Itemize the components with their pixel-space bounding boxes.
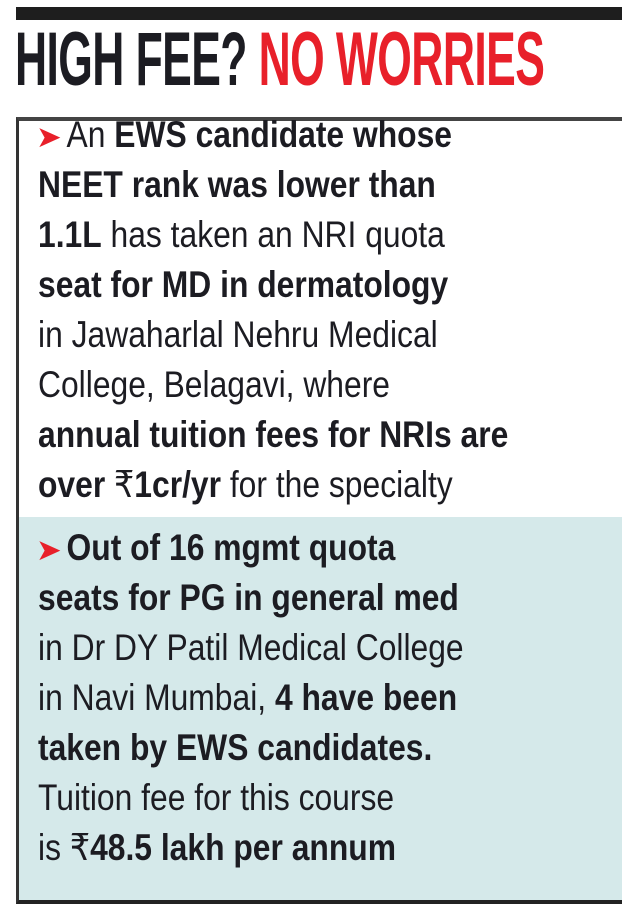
text-segment: annual tuition fees for NRIs are (38, 414, 509, 455)
text-line: is ₹48.5 lakh per annum (38, 823, 464, 873)
text-segment: seat for MD in dermatology (38, 264, 449, 305)
text-segment: EWS candidate whose (114, 114, 452, 155)
text-segment: Tuition fee for this course (38, 777, 395, 818)
text-segment: An (66, 114, 115, 155)
text-segment: taken by EWS candidates. (38, 727, 433, 768)
text-segment: ₹ (114, 464, 135, 505)
red-arrowhead-icon: ➤ (35, 121, 62, 154)
text-segment: 48.5 lakh per annum (90, 827, 397, 868)
text-segment: NEET rank was lower than (38, 164, 436, 205)
text-line: in Dr DY Patil Medical College (38, 623, 464, 673)
item-2-panel (19, 517, 622, 900)
text-segment: is ₹ (38, 827, 91, 868)
text-segment: in Dr DY Patil Medical College (38, 627, 464, 668)
text-segment: for the specialty (221, 464, 453, 505)
red-arrowhead-icon: ➤ (35, 534, 62, 567)
text-segment: in Jawaharlal Nehru Medical (38, 314, 438, 355)
info-box: ➤ An EWS candidate whose NEET rank was low… (16, 114, 622, 904)
text-line: ➤ An EWS candidate whose (35, 110, 508, 160)
text-segment: 1cr/yr (134, 464, 222, 505)
headline: HIGH FEE? NO WORRIES (15, 22, 545, 98)
headline-part1: HIGH FEE? (15, 17, 247, 102)
text-line: Tuition fee for this course (38, 773, 464, 823)
text-segment: College, Belagavi, where (38, 364, 390, 405)
text-line: in Navi Mumbai, 4 have been (38, 673, 464, 723)
text-line: over ₹1cr/yr for the specialty (38, 460, 508, 510)
item-1: ➤ An EWS candidate whose NEET rank was low… (35, 110, 585, 510)
text-line: taken by EWS candidates. (38, 723, 464, 773)
text-line: NEET rank was lower than (38, 160, 508, 210)
text-segment: has taken an NRI quota (101, 214, 445, 255)
text-segment: 1.1L (38, 214, 102, 255)
text-segment: Out of 16 mgmt quota (66, 527, 396, 568)
text-line: in Jawaharlal Nehru Medical (38, 310, 508, 360)
text-line: 1.1L has taken an NRI quota (38, 210, 508, 260)
headline-part2: NO WORRIES (258, 17, 545, 102)
item-2: ➤ Out of 16 mgmt quota seats for PG in gen… (35, 523, 533, 873)
text-line: College, Belagavi, where (38, 360, 508, 410)
text-line: seats for PG in general med (38, 573, 464, 623)
text-segment: in Navi Mumbai, (38, 677, 275, 718)
top-rule (16, 7, 622, 20)
text-line: annual tuition fees for NRIs are (38, 410, 508, 460)
text-segment: over (38, 464, 115, 505)
text-line: seat for MD in dermatology (38, 260, 508, 310)
text-segment: 4 have been (274, 677, 458, 718)
text-line: ➤ Out of 16 mgmt quota (35, 523, 464, 573)
text-segment: seats for PG in general med (38, 577, 459, 618)
